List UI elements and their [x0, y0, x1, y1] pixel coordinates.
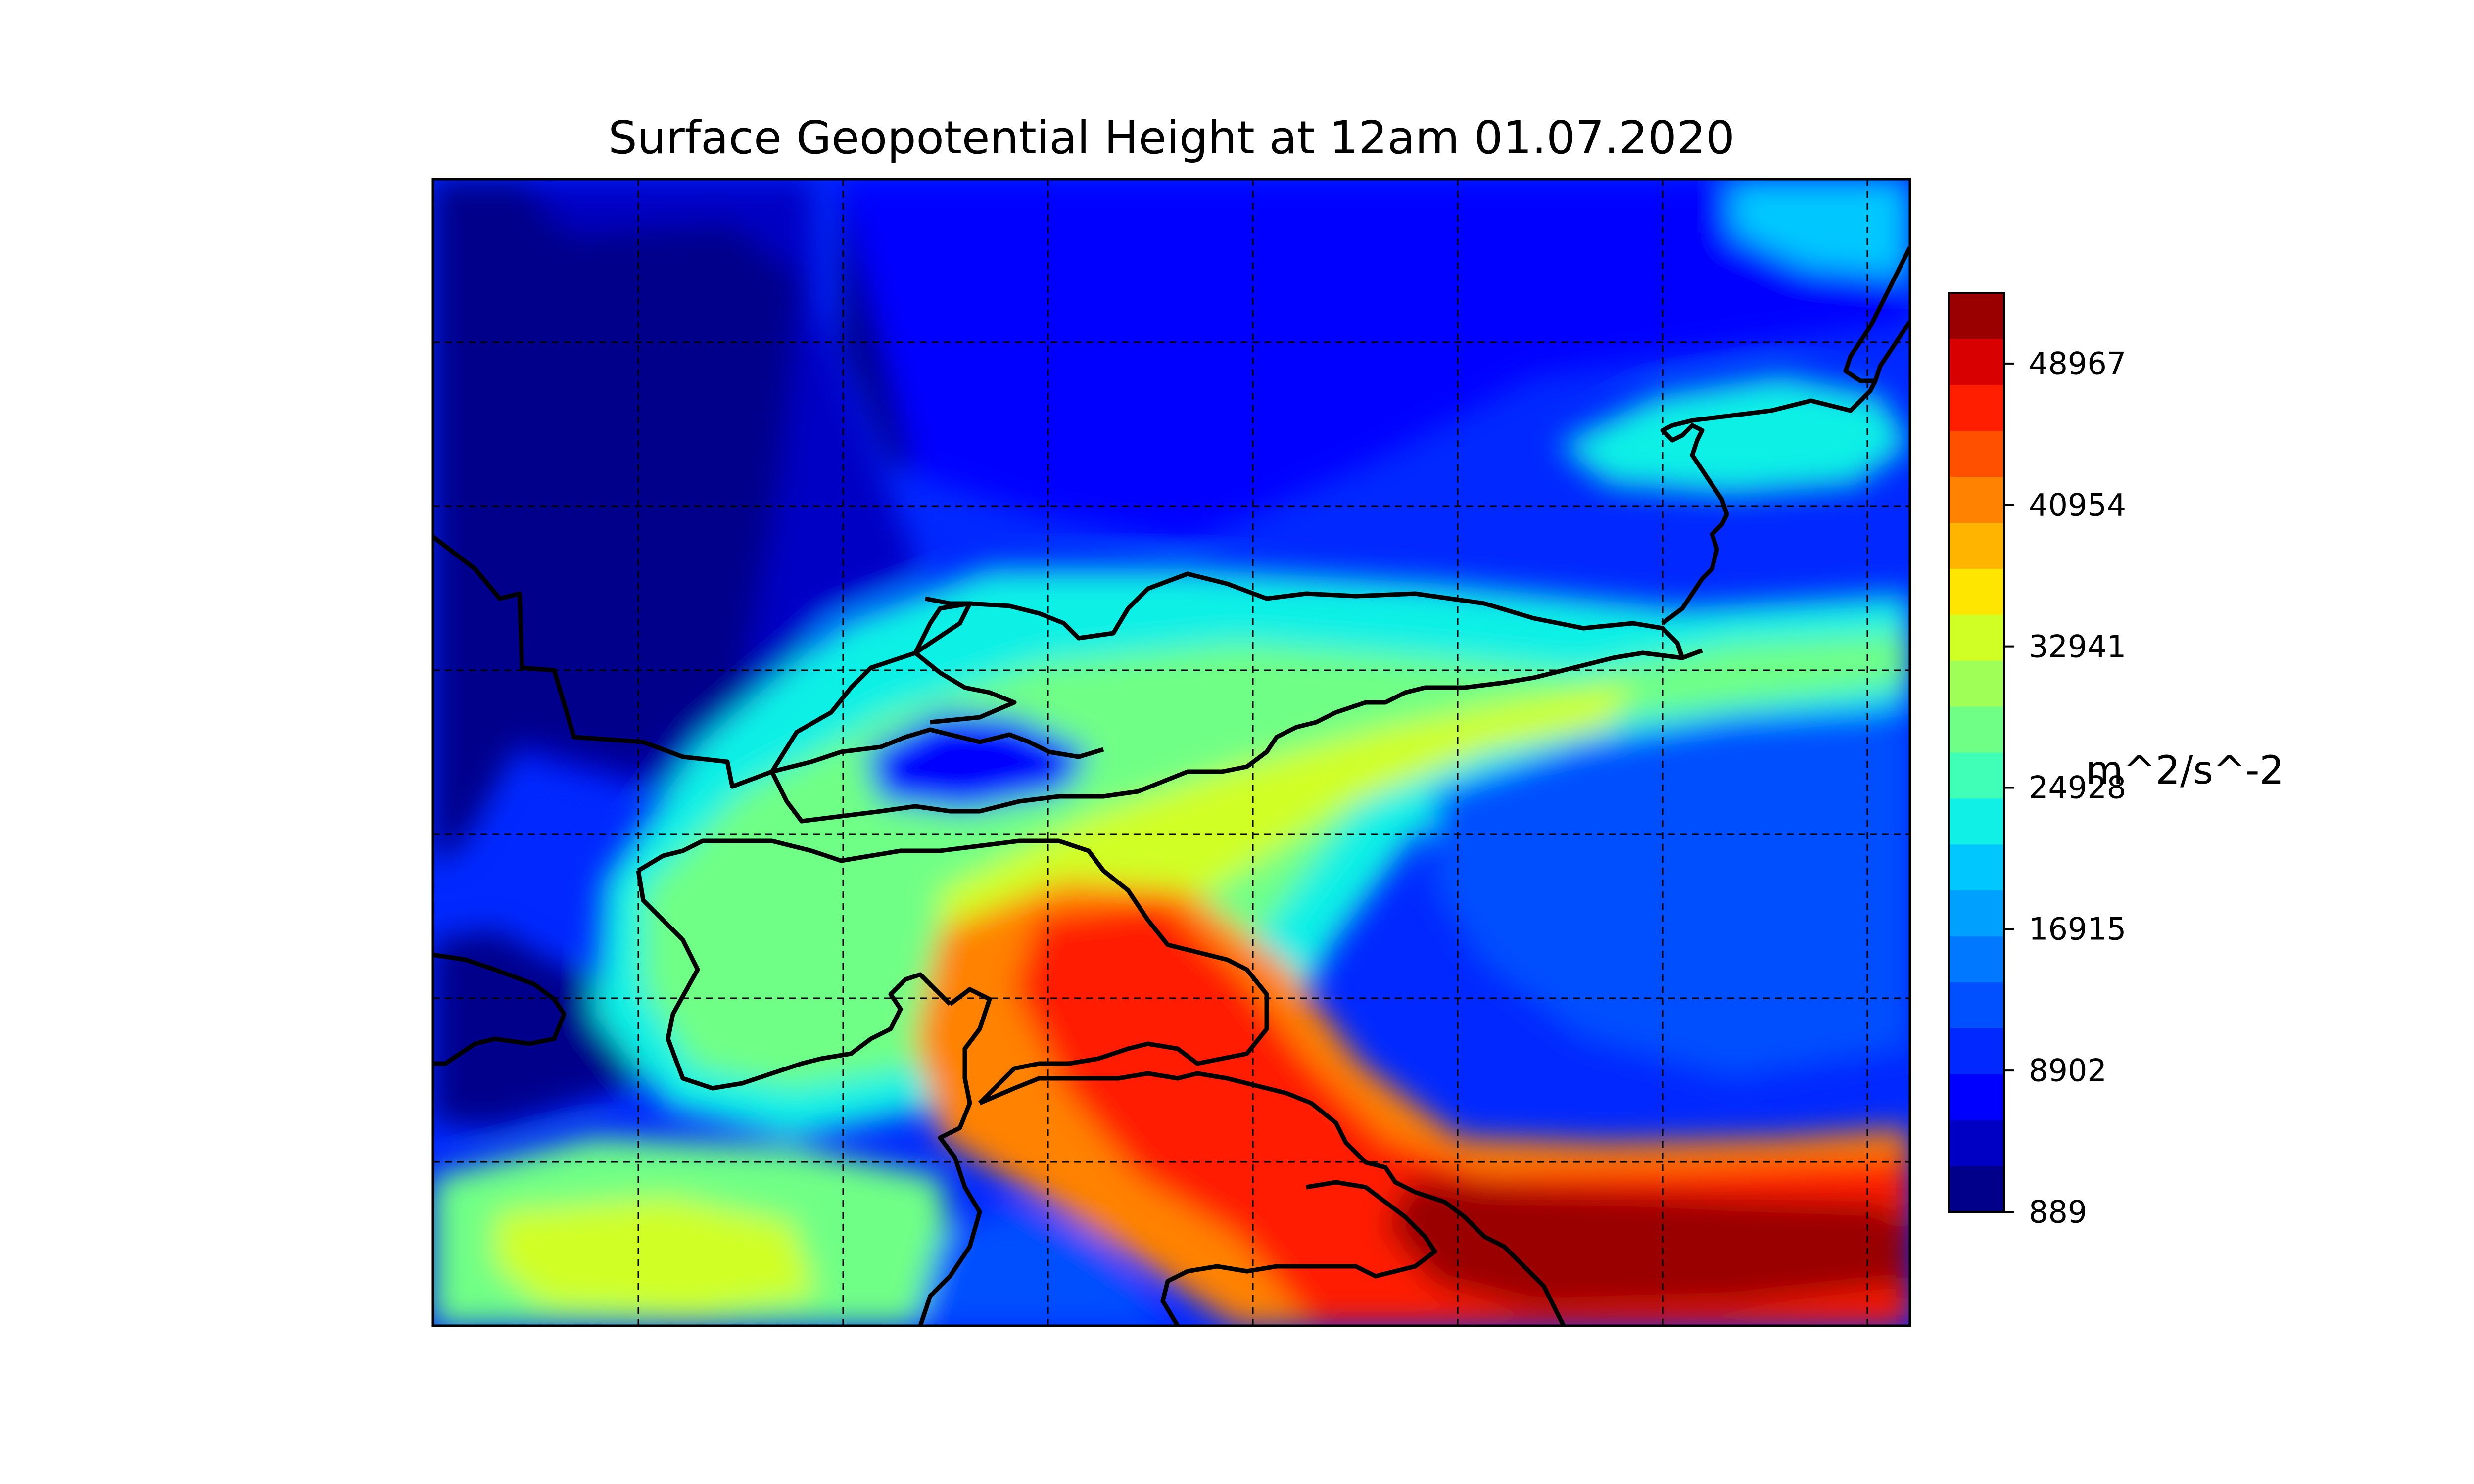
region-lake-pocket	[866, 712, 1089, 811]
colorbar-tick-label: 40954	[2029, 487, 2127, 523]
colorbar-swatch	[1949, 936, 2004, 982]
colorbar-tick-label: 889	[2029, 1194, 2088, 1230]
colorbar-swatch	[1949, 614, 2004, 661]
colorbar-swatch	[1949, 982, 2004, 1028]
colorbar-swatch	[1949, 384, 2004, 431]
colorbar-swatch	[1949, 660, 2004, 707]
colorbar-swatch	[1949, 1074, 2004, 1120]
region-blue-top	[841, 179, 1910, 544]
colorbar-swatch	[1949, 706, 2004, 753]
region-navy-sw	[433, 930, 693, 1128]
colorbar-unit-label: m^2/s^-2	[2086, 748, 2284, 793]
region-east-basin	[1435, 707, 1910, 1078]
colorbar-tick-label: 48967	[2029, 345, 2127, 382]
colorbar-frame	[1948, 292, 2005, 1213]
colorbar-swatch	[1949, 752, 2004, 799]
colorbar-swatch	[1949, 338, 2004, 385]
colorbar-tick-label: 8902	[2029, 1052, 2107, 1089]
region-navy-west	[433, 179, 802, 866]
region-dark-red	[1385, 1177, 1910, 1311]
colorbar-swatch	[1949, 1028, 2004, 1074]
colorbar-swatch	[1949, 844, 2004, 891]
colorbar-tick-label: 16915	[2029, 911, 2127, 947]
region-south-yellow	[495, 1197, 816, 1316]
colorbar-swatch	[1949, 568, 2004, 615]
colorbar-swatch	[1949, 522, 2004, 569]
map-panel	[431, 178, 1911, 1327]
colorbar-swatch	[1949, 293, 2004, 339]
colorbar-swatch	[1949, 890, 2004, 937]
colorbar-swatch	[1949, 1120, 2004, 1166]
colorbar-tick-label: 32941	[2029, 628, 2127, 665]
field-layer	[433, 179, 1910, 1326]
colorbar-swatch	[1949, 798, 2004, 845]
colorbar-tick-label: 24928	[2029, 769, 2127, 806]
map-frame	[431, 178, 1911, 1327]
graticule	[433, 179, 1910, 1326]
colorbar-swatch	[1949, 1166, 2004, 1212]
region-south-blue-pocket	[915, 1207, 1163, 1326]
country-borders	[433, 246, 1910, 1326]
map-title: Surface Geopotential Height at 12am 01.0…	[608, 111, 1735, 164]
colorbar-swatch	[1949, 430, 2004, 477]
colorbar-swatch	[1949, 476, 2004, 523]
region-ne-top-cyan	[1732, 179, 1910, 277]
colorbar	[1948, 292, 2014, 1213]
